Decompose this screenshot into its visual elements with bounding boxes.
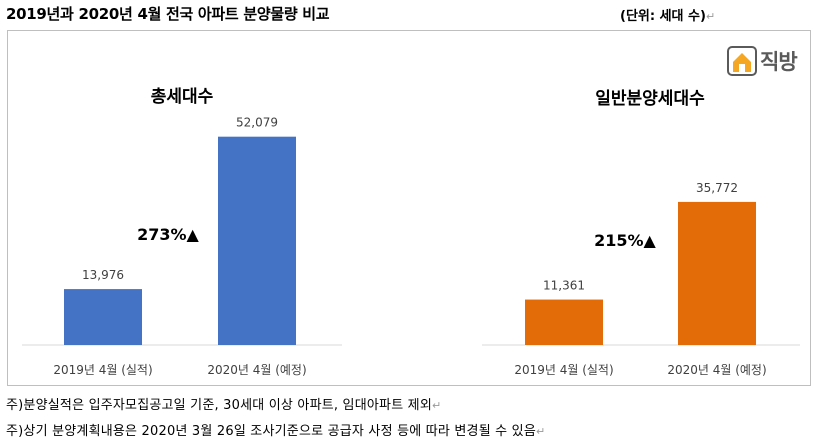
footnote-1-text: 주)분양실적은 입주자모집공고일 기준, 30세대 이상 아파트, 임대아파트 … bbox=[6, 398, 433, 413]
bar-value-label: 11,361 bbox=[543, 279, 585, 293]
chart-group-total-units: 총세대수 13,976 2019년 4월 (실적) 52,079 2020년 4월 (예… bbox=[22, 87, 342, 377]
bar bbox=[64, 289, 142, 345]
category-label: 2020년 4월 (예정) bbox=[207, 363, 306, 377]
bar-value-label: 13,976 bbox=[82, 268, 124, 282]
logo-text: 직방 bbox=[760, 50, 798, 74]
unit-text: (단위: 세대 수) bbox=[620, 9, 706, 24]
bar bbox=[218, 136, 296, 345]
page-title: 2019년과 2020년 4월 전국 아파트 분양물량 비교 bbox=[6, 5, 330, 23]
bar bbox=[525, 299, 603, 345]
footnote-1: 주)분양실적은 입주자모집공고일 기준, 30세대 이상 아파트, 임대아파트 … bbox=[6, 394, 441, 413]
bar bbox=[678, 201, 756, 345]
unit-label: (단위: 세대 수)↵ bbox=[620, 5, 715, 24]
bar-value-label: 35,772 bbox=[696, 181, 738, 195]
footnote-2: 주)상기 분양계획내용은 2020년 3월 26일 조사기준으로 공급자 사정 … bbox=[6, 420, 545, 439]
chart-frame bbox=[7, 30, 811, 386]
category-label: 2020년 4월 (예정) bbox=[667, 363, 766, 377]
house-icon bbox=[727, 46, 757, 76]
category-label: 2019년 4월 (실적) bbox=[53, 363, 152, 377]
paragraph-mark: ↵ bbox=[432, 399, 442, 412]
chart-title: 일반분양세대수 bbox=[595, 89, 705, 109]
paragraph-mark: ↵ bbox=[705, 10, 716, 23]
bar-value-label: 52,079 bbox=[236, 116, 278, 130]
growth-label: 215%▲ bbox=[594, 231, 656, 250]
growth-label: 273%▲ bbox=[137, 225, 199, 244]
category-label: 2019년 4월 (실적) bbox=[514, 363, 613, 377]
chart-title: 총세대수 bbox=[151, 87, 214, 107]
chart-group-general-sale-units: 일반분양세대수 11,361 2019년 4월 (실적) 35,772 2020년 4월… bbox=[482, 89, 800, 377]
zigbang-logo: 직방 bbox=[727, 44, 807, 78]
footnote-2-text: 주)상기 분양계획내용은 2020년 3월 26일 조사기준으로 공급자 사정 … bbox=[6, 424, 536, 439]
paragraph-mark: ↵ bbox=[536, 425, 546, 438]
